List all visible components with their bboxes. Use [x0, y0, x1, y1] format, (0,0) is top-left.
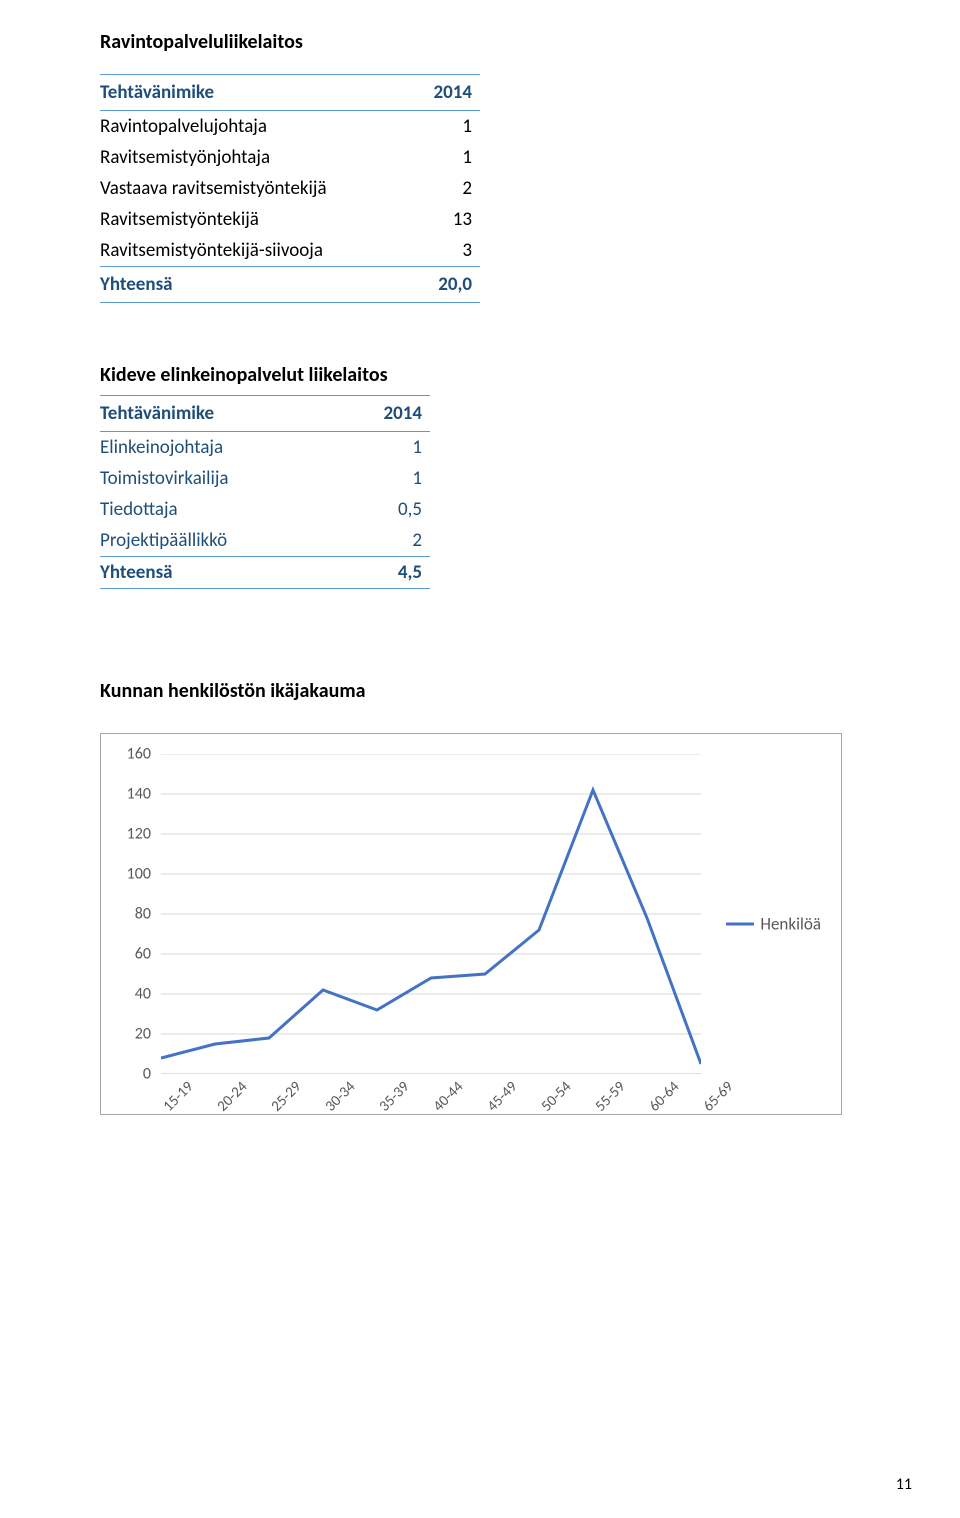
y-tick-label: 140 — [101, 785, 151, 804]
row-value: 2 — [382, 173, 480, 204]
x-tick-label: 40-44 — [430, 1078, 467, 1115]
row-label: Ravintopalvelujohtaja — [100, 111, 382, 143]
x-tick-label: 45-49 — [484, 1078, 521, 1115]
row-label: Tiedottaja — [100, 494, 342, 525]
row-label: Elinkeinojohtaja — [100, 432, 342, 464]
x-tick-label: 60-64 — [646, 1078, 683, 1115]
table-row: Tiedottaja0,5 — [100, 494, 430, 525]
x-tick-label: 65-69 — [700, 1078, 737, 1115]
row-value: 1 — [342, 432, 430, 464]
table-total-row: Yhteensä 20,0 — [100, 267, 480, 303]
table-kideve: Tehtävänimike 2014 Elinkeinojohtaja1Toim… — [100, 395, 430, 589]
x-tick-label: 15-19 — [160, 1078, 197, 1115]
page: Ravintopalveluliikelaitos Tehtävänimike … — [0, 0, 960, 1518]
table-row: Toimistovirkailija1 — [100, 463, 430, 494]
total-label: Yhteensä — [100, 557, 342, 589]
total-value: 4,5 — [342, 557, 430, 589]
legend-line-icon — [726, 923, 754, 926]
row-value: 13 — [382, 204, 480, 235]
y-tick-label: 160 — [101, 745, 151, 764]
x-tick-label: 35-39 — [376, 1078, 413, 1115]
y-tick-label: 100 — [101, 865, 151, 884]
y-tick-label: 120 — [101, 825, 151, 844]
chart-plot — [161, 754, 701, 1074]
x-tick-label: 20-24 — [214, 1078, 251, 1115]
row-label: Ravitsemistyöntekijä — [100, 204, 382, 235]
row-value: 1 — [382, 111, 480, 143]
table-row: Ravitsemistyöntekijä13 — [100, 204, 480, 235]
row-value: 3 — [382, 235, 480, 267]
table-row: Vastaava ravitsemistyöntekijä2 — [100, 173, 480, 204]
x-tick-label: 50-54 — [538, 1078, 575, 1115]
y-tick-label: 60 — [101, 945, 151, 964]
x-tick-label: 55-59 — [592, 1078, 629, 1115]
age-distribution-chart: 0 20 40 60 80 100 120 140 160 15-19 20-24 25-29 30-… — [100, 733, 842, 1115]
row-label: Projektipäällikkö — [100, 525, 342, 557]
table-header-row: Tehtävänimike 2014 — [100, 75, 480, 111]
chart-legend: Henkilöä — [726, 914, 821, 935]
table-row: Ravitsemistyönjohtaja1 — [100, 142, 480, 173]
row-value: 2 — [342, 525, 430, 557]
x-tick-label: 25-29 — [268, 1078, 305, 1115]
table-row: Elinkeinojohtaja1 — [100, 432, 430, 464]
section1-title: Ravintopalveluliikelaitos — [100, 30, 860, 54]
page-number: 11 — [896, 1475, 912, 1494]
row-value: 0,5 — [342, 494, 430, 525]
col-header-label: Tehtävänimike — [100, 396, 342, 432]
legend-label: Henkilöä — [760, 914, 821, 935]
table-row: Projektipäällikkö2 — [100, 525, 430, 557]
y-tick-label: 80 — [101, 905, 151, 924]
y-tick-label: 40 — [101, 985, 151, 1004]
col-header-label: Tehtävänimike — [100, 75, 382, 111]
table-ravintopalvelu: Tehtävänimike 2014 Ravintopalvelujohtaja… — [100, 74, 480, 303]
total-value: 20,0 — [382, 267, 480, 303]
row-value: 1 — [382, 142, 480, 173]
x-tick-label: 30-34 — [322, 1078, 359, 1115]
row-label: Toimistovirkailija — [100, 463, 342, 494]
total-label: Yhteensä — [100, 267, 382, 303]
table-row: Ravitsemistyöntekijä-siivooja3 — [100, 235, 480, 267]
chart-title: Kunnan henkilöstön ikäjakauma — [100, 679, 860, 703]
row-label: Ravitsemistyöntekijä-siivooja — [100, 235, 382, 267]
table-total-row: Yhteensä 4,5 — [100, 557, 430, 589]
row-label: Vastaava ravitsemistyöntekijä — [100, 173, 382, 204]
col-header-year: 2014 — [382, 75, 480, 111]
table-row: Ravintopalvelujohtaja1 — [100, 111, 480, 143]
table-header-row: Tehtävänimike 2014 — [100, 396, 430, 432]
section2-title: Kideve elinkeinopalvelut liikelaitos — [100, 363, 860, 387]
y-tick-label: 20 — [101, 1025, 151, 1044]
row-label: Ravitsemistyönjohtaja — [100, 142, 382, 173]
row-value: 1 — [342, 463, 430, 494]
col-header-year: 2014 — [342, 396, 430, 432]
y-tick-label: 0 — [101, 1065, 151, 1084]
